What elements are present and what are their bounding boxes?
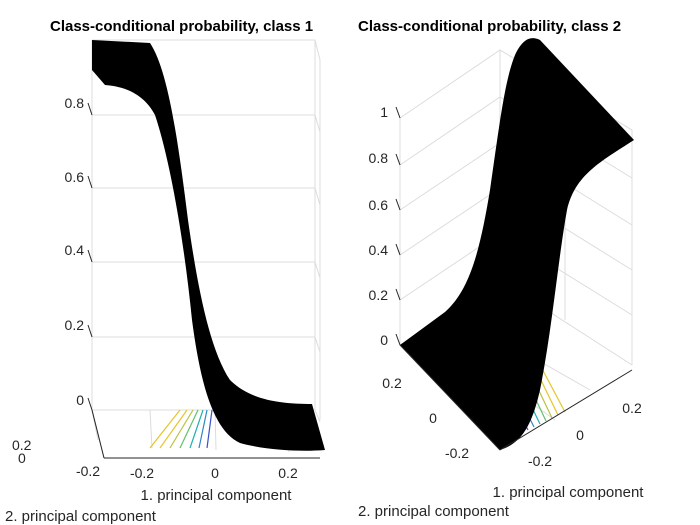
y-tick-labels-panel-1: -0.2 0 0.2 (12, 437, 100, 479)
z-tick-label: 0.6 (369, 197, 389, 213)
z-tick-label: 0.2 (369, 287, 389, 303)
z-tick-label: 0.2 (65, 317, 85, 333)
z-tick-mark (395, 243, 401, 256)
z-tick-label: 0.6 (65, 169, 85, 185)
z-tick-mark (395, 106, 401, 119)
tick-marks-panel-2 (395, 106, 633, 451)
contour-line (169, 409, 194, 449)
y-tick-labels-panel-2: -0.2 0 0.2 (382, 375, 469, 461)
grid-line (92, 409, 321, 423)
grid-line (214, 409, 217, 451)
z-tick-mark (87, 175, 93, 189)
z-tick-label: 0 (380, 332, 388, 348)
z-tick-mark (395, 198, 401, 211)
z-tick-mark (87, 249, 93, 263)
x-tick-label: 0.2 (278, 465, 298, 481)
x-axis-label: 1. principal component (493, 484, 645, 501)
z-tick-label: 0.8 (369, 150, 389, 166)
contour-line (189, 409, 204, 449)
axis-line (399, 344, 501, 451)
chart-title: Class-conditional probability, class 1 (50, 18, 313, 35)
y-tick-label: 0.2 (12, 437, 32, 453)
contour-lines-panel-1 (149, 409, 213, 449)
y-axis-label: 2. principal component (358, 503, 510, 520)
y-tick-label: 0 (18, 450, 26, 466)
x-tick-labels-panel-1: -0.2 0 0.2 (130, 465, 298, 481)
z-tick-mark (395, 333, 401, 346)
contour-line (206, 409, 213, 449)
grid-line (92, 187, 321, 206)
y-tick-label: -0.2 (76, 463, 100, 479)
z-tick-label: 0.4 (369, 242, 389, 258)
axis-line (499, 369, 633, 451)
z-tick-labels-panel-1: 0 0.2 0.4 0.6 0.8 (65, 95, 85, 408)
grid-line (92, 336, 321, 353)
x-tick-label: 0.2 (622, 400, 642, 416)
z-tick-mark (87, 397, 93, 411)
x-tick-label: 0 (211, 465, 219, 481)
axis-line (91, 409, 105, 459)
x-tick-labels-panel-2: -0.2 0 0.2 (528, 400, 642, 469)
z-tick-labels-panel-2: 0 0.2 0.4 0.6 0.8 1 (369, 104, 389, 348)
y-tick-label: 0 (429, 410, 437, 426)
x-tick-label: -0.2 (130, 465, 154, 481)
z-tick-mark (395, 288, 401, 301)
chart-panel-2: Class-conditional probability, class 2 0… (358, 18, 644, 520)
z-tick-mark (87, 102, 93, 116)
contour-line (149, 409, 181, 449)
y-tick-label: 0.2 (382, 375, 402, 391)
chart-panel-1: Class-conditional probability, class 1 0… (5, 18, 325, 525)
x-tick-label: 0 (576, 427, 584, 443)
z-tick-label: 0 (76, 392, 84, 408)
grid-line (92, 114, 321, 133)
chart-title: Class-conditional probability, class 2 (358, 18, 621, 35)
z-tick-mark (395, 153, 401, 166)
y-axis-label: 2. principal component (5, 508, 157, 525)
grid-line (92, 39, 321, 61)
z-tick-label: 1 (380, 104, 388, 120)
grid-line (149, 409, 153, 449)
tick-marks-panel-1 (87, 102, 320, 459)
y-tick-label: -0.2 (445, 445, 469, 461)
contour-line (198, 409, 208, 449)
contour-line (539, 364, 566, 413)
surface-panel-2 (400, 38, 634, 450)
surface-panel-1 (92, 40, 325, 451)
z-tick-label: 0.8 (65, 95, 85, 111)
contour-line (179, 409, 199, 449)
contour-line (159, 409, 188, 449)
grid-line (92, 261, 321, 279)
z-tick-mark (87, 324, 93, 338)
x-axis-label: 1. principal component (141, 487, 293, 504)
z-tick-label: 0.4 (65, 242, 85, 258)
x-tick-label: -0.2 (528, 453, 552, 469)
